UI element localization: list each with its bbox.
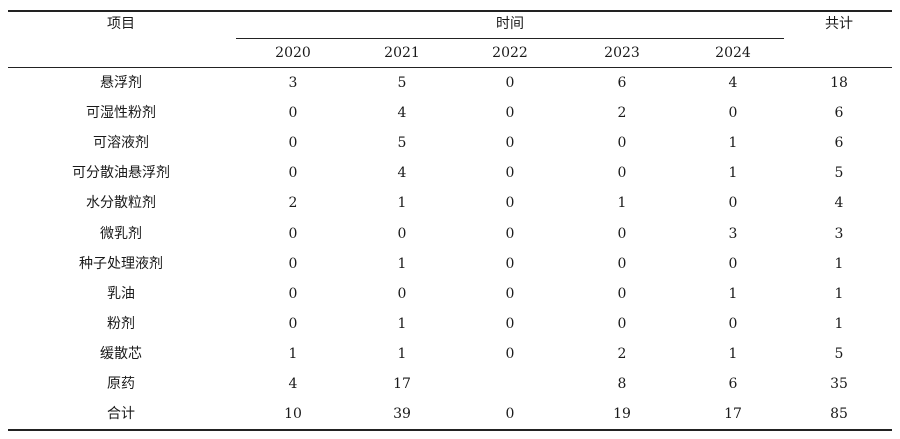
row-value: 0 xyxy=(505,105,515,122)
row-value: 0 xyxy=(505,195,515,212)
row-value: 0 xyxy=(617,165,627,182)
row-value: 0 xyxy=(505,315,515,332)
header-year: 2020 xyxy=(275,45,311,61)
header-item: 项目 xyxy=(107,16,135,32)
row-label: 乳油 xyxy=(107,285,135,302)
row-total: 1 xyxy=(834,315,844,332)
header-total: 共计 xyxy=(825,16,853,32)
row-total: 85 xyxy=(830,406,848,423)
row-label: 粉剂 xyxy=(107,315,135,332)
row-value: 3 xyxy=(728,225,738,242)
row-value: 5 xyxy=(397,135,407,152)
row-value: 17 xyxy=(393,376,411,392)
row-label: 合计 xyxy=(107,406,135,423)
row-value: 4 xyxy=(397,165,407,182)
row-value: 0 xyxy=(617,255,627,272)
row-value: 0 xyxy=(288,135,298,152)
row-value: 1 xyxy=(397,195,407,212)
header-year: 2024 xyxy=(715,45,751,61)
row-value: 0 xyxy=(288,285,298,302)
row-value: 2 xyxy=(617,345,627,362)
row-value: 1 xyxy=(397,315,407,332)
header-year: 2023 xyxy=(604,45,640,61)
row-value: 1 xyxy=(728,165,738,182)
row-total: 3 xyxy=(834,225,844,242)
row-value: 0 xyxy=(728,105,738,122)
row-value: 17 xyxy=(724,406,742,423)
row-value: 0 xyxy=(728,195,738,212)
top-rule xyxy=(8,10,892,12)
row-value: 1 xyxy=(728,345,738,362)
row-label: 缓散芯 xyxy=(100,345,142,362)
row-value: 0 xyxy=(397,285,407,302)
row-value: 0 xyxy=(397,225,407,242)
row-value: 4 xyxy=(397,105,407,122)
row-total: 18 xyxy=(830,75,848,91)
row-value: 0 xyxy=(505,225,515,242)
row-total: 1 xyxy=(834,255,844,272)
row-value: 0 xyxy=(505,255,515,272)
row-label: 种子处理液剂 xyxy=(79,255,163,272)
row-value: 0 xyxy=(505,75,515,91)
row-label: 可湿性粉剂 xyxy=(86,105,156,122)
row-value: 0 xyxy=(728,315,738,332)
row-value: 4 xyxy=(728,75,738,91)
row-value: 1 xyxy=(728,135,738,152)
row-value: 0 xyxy=(288,165,298,182)
row-value: 1 xyxy=(728,285,738,302)
row-label: 悬浮剂 xyxy=(100,75,142,91)
row-value: 5 xyxy=(397,75,407,91)
row-value: 3 xyxy=(288,75,298,91)
row-total: 5 xyxy=(834,165,844,182)
time-underline xyxy=(236,38,784,39)
row-value: 0 xyxy=(288,255,298,272)
row-total: 6 xyxy=(834,135,844,152)
row-value: 0 xyxy=(505,345,515,362)
row-value: 0 xyxy=(617,135,627,152)
row-value: 4 xyxy=(288,376,298,392)
row-value: 6 xyxy=(728,376,738,392)
row-value: 8 xyxy=(617,376,627,392)
row-value: 0 xyxy=(288,105,298,122)
row-value: 10 xyxy=(284,406,302,423)
row-value: 0 xyxy=(617,225,627,242)
row-value: 0 xyxy=(728,255,738,272)
row-label: 微乳剂 xyxy=(100,225,142,242)
row-total: 35 xyxy=(830,376,848,392)
row-value: 1 xyxy=(288,345,298,362)
row-value: 0 xyxy=(617,285,627,302)
row-value: 0 xyxy=(505,285,515,302)
row-label: 可分散油悬浮剂 xyxy=(72,165,170,182)
row-value: 0 xyxy=(505,165,515,182)
row-value: 0 xyxy=(505,135,515,152)
row-value: 1 xyxy=(397,345,407,362)
row-value: 0 xyxy=(288,225,298,242)
row-value: 2 xyxy=(288,195,298,212)
header-year: 2021 xyxy=(384,45,420,61)
bottom-rule xyxy=(8,429,892,431)
row-label: 原药 xyxy=(107,376,135,392)
header-year: 2022 xyxy=(492,45,528,61)
row-value: 19 xyxy=(613,406,631,423)
row-value: 39 xyxy=(393,406,411,423)
row-total: 4 xyxy=(834,195,844,212)
row-value: 1 xyxy=(397,255,407,272)
row-label: 水分散粒剂 xyxy=(86,195,156,212)
row-label: 可溶液剂 xyxy=(93,135,149,152)
row-value: 0 xyxy=(505,406,515,423)
row-total: 6 xyxy=(834,105,844,122)
row-value: 6 xyxy=(617,75,627,91)
header-bottom-rule xyxy=(8,67,892,68)
row-total: 5 xyxy=(834,345,844,362)
row-value: 2 xyxy=(617,105,627,122)
header-time: 时间 xyxy=(496,16,524,32)
row-value: 0 xyxy=(288,315,298,332)
row-value: 0 xyxy=(617,315,627,332)
row-total: 1 xyxy=(834,285,844,302)
row-value: 1 xyxy=(617,195,627,212)
